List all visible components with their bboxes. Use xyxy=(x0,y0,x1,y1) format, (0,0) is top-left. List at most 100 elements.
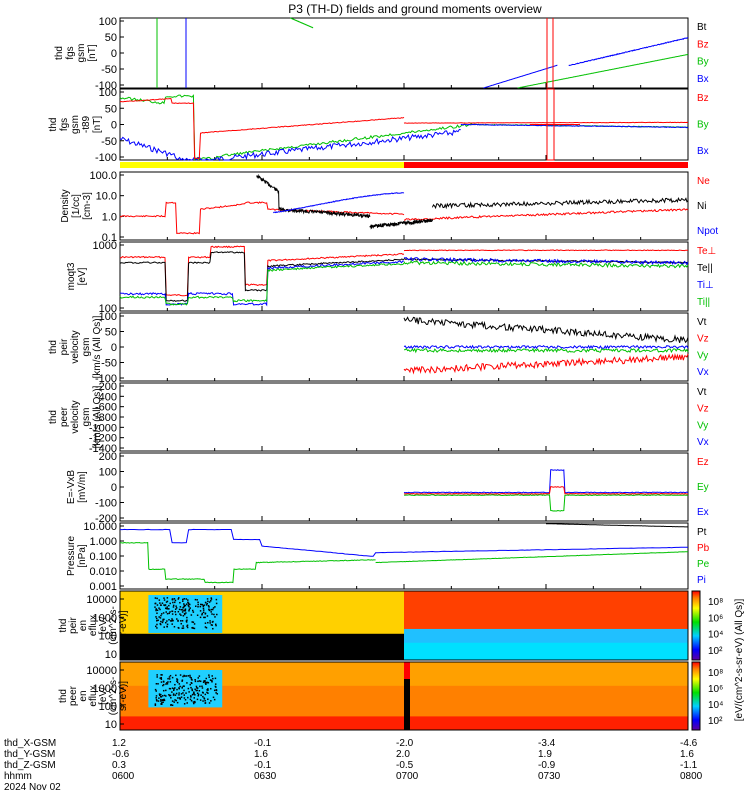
ni-line xyxy=(431,197,689,210)
status-segment xyxy=(120,162,404,168)
speckle xyxy=(198,680,201,682)
speckle xyxy=(160,681,163,683)
speckle xyxy=(194,701,196,704)
speckle xyxy=(166,682,168,684)
speckle xyxy=(215,686,217,688)
y-axis-label: thdfgsgsm-t89[nT] xyxy=(48,115,103,134)
speckle xyxy=(163,699,166,702)
speckle xyxy=(155,690,157,692)
y-label-line: gsm xyxy=(70,115,81,134)
speckle xyxy=(183,605,186,607)
speckle xyxy=(211,680,213,682)
speckle xyxy=(196,698,199,701)
speckle xyxy=(216,693,219,695)
speckle xyxy=(163,698,165,701)
speckle xyxy=(202,607,205,610)
pe-line xyxy=(375,551,688,564)
speckle xyxy=(196,687,198,689)
speckle xyxy=(182,627,185,629)
speckle xyxy=(171,623,173,625)
speckle xyxy=(187,604,190,607)
speckle xyxy=(215,598,218,601)
speckle xyxy=(197,693,200,696)
speckle xyxy=(209,620,211,622)
speckle xyxy=(205,604,208,606)
legend-Bx: Bx xyxy=(697,146,709,157)
speckle xyxy=(159,694,161,696)
speckle xyxy=(174,608,177,610)
speckle xyxy=(191,609,194,612)
speckle xyxy=(161,621,164,624)
speckle xyxy=(182,625,184,627)
colorbar-strip xyxy=(691,590,701,661)
speckle xyxy=(202,611,205,614)
speckle xyxy=(156,597,158,600)
speckle xyxy=(183,598,186,600)
speckle xyxy=(176,680,178,682)
speckle xyxy=(211,624,213,626)
speckle xyxy=(189,607,191,609)
y-label-line: [km/s (All Qs)] xyxy=(92,315,103,378)
speckle xyxy=(202,692,204,694)
speckle xyxy=(156,627,158,629)
speckle xyxy=(194,605,197,608)
speckle xyxy=(162,612,165,614)
y-tick-label: -800 xyxy=(95,412,117,424)
speckle xyxy=(215,624,217,627)
x-row-name: thd_X-GSM xyxy=(4,738,56,749)
speckle xyxy=(202,700,204,702)
chart-title: P3 (TH-D) fields and ground moments over… xyxy=(288,2,542,16)
speckle xyxy=(160,604,162,606)
speckle xyxy=(190,677,192,679)
legend-Ti⊥: Ti⊥ xyxy=(697,280,714,291)
y-label-line: thd xyxy=(48,340,59,354)
speckle xyxy=(214,677,217,680)
speckle xyxy=(201,687,204,689)
y-tick-label: 1000 xyxy=(93,612,117,624)
speckle xyxy=(173,626,176,628)
speckle xyxy=(204,601,207,604)
colorbar-strip xyxy=(691,661,701,731)
speckle xyxy=(160,620,162,623)
speckle xyxy=(213,689,216,692)
speckle xyxy=(192,627,194,629)
pi-line xyxy=(120,528,688,557)
speckle xyxy=(174,694,177,696)
speckle xyxy=(154,606,156,608)
speckle xyxy=(199,685,201,688)
speckle xyxy=(172,694,175,696)
x-tick-label: -4.6 xyxy=(680,738,698,749)
colorbar-tick: 10⁶ xyxy=(708,684,723,695)
speckle xyxy=(162,620,164,622)
y-axis-label: thdpeervelocitygsm[km/s (All Qs)] xyxy=(48,385,103,448)
legend-Te||: Te|| xyxy=(697,263,713,274)
y-axis-label: thdfgsgsm[nT] xyxy=(54,44,98,63)
speckle xyxy=(169,681,172,683)
y-label-line: gsm xyxy=(81,338,92,357)
speckle xyxy=(166,612,169,615)
y-tick-label: 10 xyxy=(105,649,117,661)
speckle xyxy=(170,620,173,622)
speckle xyxy=(173,701,175,703)
ex-line xyxy=(403,469,689,494)
speckle xyxy=(156,623,158,626)
speckle xyxy=(186,626,189,629)
speckle xyxy=(197,603,199,606)
speckle xyxy=(212,677,214,680)
speckle xyxy=(180,622,183,625)
te-par-line xyxy=(119,251,404,302)
speckle xyxy=(183,609,185,612)
speckle xyxy=(182,675,184,678)
speckle xyxy=(182,598,184,601)
speckle xyxy=(163,599,166,601)
ni-line xyxy=(369,218,433,230)
speckle xyxy=(187,601,189,604)
speckle xyxy=(193,623,196,625)
speckle xyxy=(187,687,190,690)
legend-Ey: Ey xyxy=(697,482,709,493)
speckle xyxy=(168,619,170,621)
y-label-line: thd xyxy=(48,410,59,424)
speckle xyxy=(181,627,184,629)
speckle xyxy=(179,601,181,604)
y-tick-label: 50 xyxy=(105,32,117,44)
